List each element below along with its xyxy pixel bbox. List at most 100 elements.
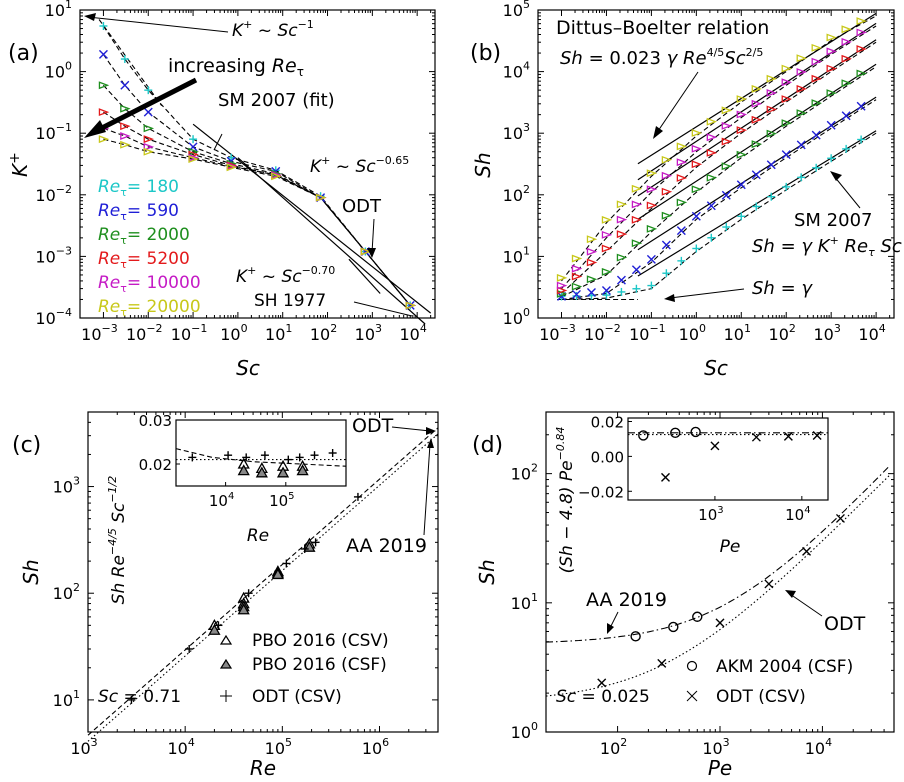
annotation-a-sc065: K+ ~ Sc−0.65	[310, 154, 409, 177]
panel-a-label: (a)	[8, 41, 39, 66]
arrow-d-odt	[789, 593, 823, 617]
arrowhead-c1	[426, 427, 436, 435]
y-tick-label: 104	[503, 60, 530, 82]
x-tick-base: 10	[126, 325, 146, 344]
legend-marker-pbo-csv	[219, 634, 233, 645]
x-tick-label: 102	[769, 322, 796, 344]
x-tick-base: 10	[769, 325, 789, 344]
point-b-4	[766, 89, 778, 97]
point-b-4	[616, 215, 628, 224]
point-b-1	[571, 289, 581, 299]
x-tick-label: 103	[70, 736, 97, 758]
inset-d-circle	[638, 430, 649, 441]
annotation-d-odt: ODT	[824, 613, 866, 635]
inset-d-x	[751, 432, 761, 442]
x-tick-base: 10	[355, 325, 375, 344]
point-b-2	[826, 89, 838, 98]
panel-c-legend: PBO 2016 (CSV) PBO 2016 (CSF) ODT (CSV)	[219, 631, 389, 707]
panel-d-inset-xlabel: Pe	[720, 537, 741, 557]
point-b-2	[796, 109, 808, 118]
point-b-2	[811, 99, 823, 108]
panel-c-xlabel: Re	[250, 756, 276, 780]
dittus-b-0	[637, 130, 877, 277]
point-b-5	[856, 17, 867, 26]
point-b-1	[676, 226, 686, 236]
x-tick-exp: 3	[723, 736, 730, 749]
annotation-a-sc-1: K+ ~ Sc−1	[232, 18, 314, 41]
y-tick-exp: 3	[73, 475, 80, 488]
legend-d-akm: AKM 2004 (CSF)	[716, 657, 853, 677]
panel-c-x-ticks: 103 104 105 106	[70, 412, 427, 758]
annotation-b-dittus-eq: Sh = 0.023 γ Re4/5Sc2/5	[560, 46, 763, 69]
arrowhead-b5	[664, 294, 675, 302]
x-tick-label: 102	[600, 736, 627, 758]
arrow-a-increasing	[96, 77, 198, 133]
annotation-a-sm2007: SM 2007 (fit)	[218, 90, 335, 111]
point-b-2	[646, 224, 658, 233]
panel-c-ylabel: Sh	[19, 559, 43, 584]
panel-b: (b) Sh Sc 10−3 10−2 10−1 100 101 102 103 104 10…	[470, 0, 902, 380]
arrowhead-b3	[830, 171, 842, 181]
y-tick-base: 10	[35, 124, 55, 143]
y-tick-exp: −4	[56, 306, 72, 319]
annotation-d-aa2019: AA 2019	[586, 589, 667, 611]
annotation-c-odt: ODT	[352, 415, 394, 437]
point-b-4	[601, 230, 613, 239]
arrow-c-odt	[391, 426, 431, 432]
odt-a-gray	[348, 258, 381, 294]
point-b-2	[751, 140, 763, 149]
legend-marker-odt-d	[686, 690, 698, 702]
x-tick-exp: 5	[285, 736, 292, 749]
x-tick-label: 106	[362, 736, 389, 758]
y-tick-label: 102	[53, 581, 80, 603]
y-tick-label: 10−4	[35, 306, 72, 328]
x-tick-label: 10−2	[126, 322, 163, 344]
inset-d-ytick-label: 0.02	[591, 413, 624, 431]
annotation-b-dittus: Dittus–Boelter relation	[556, 17, 769, 39]
point-b-5	[556, 273, 568, 282]
point-b-2	[631, 239, 643, 248]
point-b-1	[736, 180, 746, 190]
y-tick-exp: 0	[65, 60, 72, 73]
point-b-2	[571, 282, 583, 291]
y-tick-label: 101	[503, 244, 530, 266]
x-tick-base: 10	[858, 325, 878, 344]
panel-b-axes	[537, 9, 895, 319]
x-tick-exp: 1	[285, 322, 292, 335]
y-tick-exp: 1	[523, 244, 530, 257]
y-tick-label: 101	[53, 688, 80, 710]
panel-d-x-ticks: 102 103 104	[600, 412, 885, 758]
point-a-5	[120, 140, 131, 149]
y-tick-base: 10	[35, 247, 55, 266]
annotation-b-sh-gamma: Sh = γ	[752, 278, 813, 299]
inset-d-x	[660, 472, 670, 482]
annotation-a-odt: ODT	[342, 196, 382, 217]
point-b-1	[616, 275, 626, 285]
point-b-1	[766, 160, 776, 170]
y-tick-base: 10	[511, 465, 531, 484]
panel-d-xlabel: Pe	[708, 756, 732, 780]
inset-c-xtick-label: 105	[269, 491, 294, 510]
point-b-5	[661, 155, 673, 164]
arrowhead-a2	[84, 120, 106, 138]
y-tick-base: 10	[503, 186, 523, 205]
y-tick-label: 103	[503, 121, 530, 143]
y-tick-base: 10	[35, 186, 55, 205]
inset-d-ytick-label: −0.02	[578, 483, 624, 501]
point-b-4	[676, 158, 688, 167]
point-b-2	[736, 150, 748, 159]
panel-d-legend: AKM 2004 (CSF) ODT (CSV)	[686, 657, 853, 707]
x-tick-base: 10	[81, 325, 101, 344]
point-b-4	[691, 144, 703, 153]
point-b-2	[601, 267, 613, 276]
point-b-3	[646, 201, 658, 210]
panel-a-points	[98, 21, 417, 310]
point-b-4	[856, 28, 867, 37]
point-b-3	[736, 126, 748, 135]
x-tick-label: 10−1	[629, 322, 666, 344]
annotation-b-sh-eq: Sh = γ K+ Reτ Sc	[752, 234, 902, 259]
y-tick-label: 100	[503, 306, 530, 328]
point-a-3	[120, 122, 131, 131]
